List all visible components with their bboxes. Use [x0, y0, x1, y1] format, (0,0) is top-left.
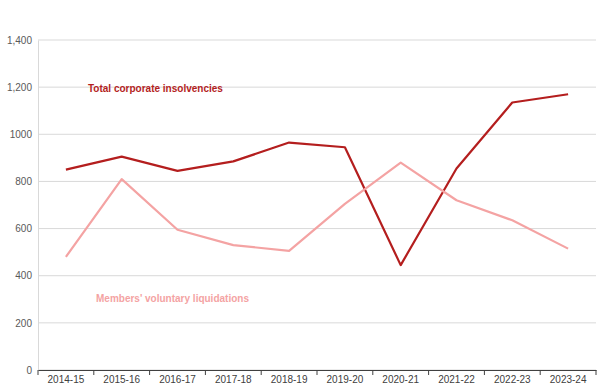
x-divider [540, 370, 541, 375]
y-tick-label: 600 [15, 223, 32, 234]
y-tick: 0 [26, 365, 38, 376]
y-tick: 1000 [10, 129, 38, 140]
y-tick-label: 1,200 [7, 82, 32, 93]
x-tick-label: 2014-15 [48, 374, 85, 385]
y-tick: 800 [15, 176, 38, 187]
x-divider [317, 370, 318, 375]
x-divider [372, 370, 373, 375]
y-tick-label: 200 [15, 318, 32, 329]
x-axis: 2014-15 2015-16 2016-17 2017-18 2018-19 2019-… [38, 370, 597, 385]
x-tick-label: 2016-17 [159, 374, 196, 385]
x-tick: 2018-19 [271, 370, 308, 385]
y-tick-label: 1,400 [7, 35, 32, 46]
y-tick-label: 400 [15, 270, 32, 281]
x-divider [149, 370, 150, 375]
y-tick: 600 [15, 223, 38, 234]
x-tick-label: 2017-18 [215, 374, 252, 385]
x-tick-label: 2018-19 [271, 374, 308, 385]
series-label: Total corporate insolvencies [88, 83, 223, 94]
y-tick: 1,200 [7, 82, 38, 93]
x-divider [484, 370, 485, 375]
x-tick: 2021-22 [438, 370, 475, 385]
series-lines [66, 94, 568, 265]
plot: 0 200 400 600 800 1000 1,200 1,400 2014-15 2015-1… [7, 35, 597, 385]
x-tick: 2019-20 [327, 370, 364, 385]
series-label: Members' voluntary liquidations [96, 293, 249, 304]
y-tick-label: 0 [26, 365, 32, 376]
y-tick: 200 [15, 318, 38, 329]
grid-line [38, 181, 596, 182]
x-tick-label: 2022-23 [494, 374, 531, 385]
grid-line [38, 322, 596, 323]
x-divider [38, 370, 39, 375]
x-tick-label: 2015-16 [103, 374, 140, 385]
y-axis-line [38, 41, 39, 371]
x-divider [596, 370, 597, 375]
grid-line [38, 40, 596, 41]
chart: 0 200 400 600 800 1000 1,200 1,400 2014-15 2015-1… [0, 0, 602, 392]
x-tick-label: 2023-24 [550, 374, 587, 385]
x-tick-label: 2021-22 [438, 374, 475, 385]
x-divider [93, 370, 94, 375]
grid-line [38, 134, 596, 135]
x-tick-label: 2020-21 [382, 374, 419, 385]
grid [38, 40, 596, 370]
x-tick: 2017-18 [215, 370, 252, 385]
series-line [66, 163, 568, 257]
x-tick: 2020-21 [382, 370, 419, 385]
y-tick-label: 1000 [10, 129, 33, 140]
y-tick-label: 800 [15, 176, 32, 187]
x-divider [261, 370, 262, 375]
y-tick: 400 [15, 270, 38, 281]
x-divider [205, 370, 206, 375]
x-divider [428, 370, 429, 375]
x-tick: 2016-17 [159, 370, 196, 385]
x-tick-label: 2019-20 [327, 374, 364, 385]
x-tick: 2022-23 [494, 370, 531, 385]
x-dividers [38, 370, 596, 375]
x-tick: 2014-15 [48, 370, 85, 385]
y-tick: 1,400 [7, 35, 38, 46]
series-line [66, 94, 568, 265]
x-tick: 2023-24 [550, 370, 587, 385]
grid-line [38, 275, 596, 276]
x-tick: 2015-16 [103, 370, 140, 385]
y-axis: 0 200 400 600 800 1000 1,200 1,400 [7, 35, 39, 376]
